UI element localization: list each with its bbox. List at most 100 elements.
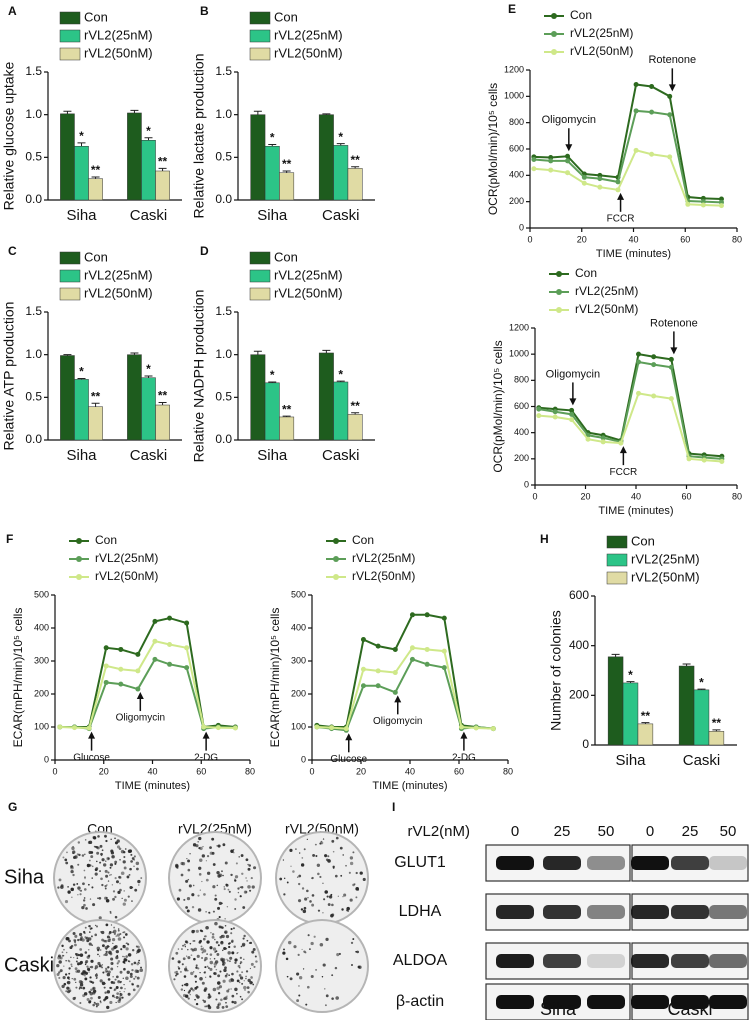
colony xyxy=(88,931,91,933)
colony xyxy=(253,866,257,870)
colony xyxy=(128,980,131,983)
error-bar xyxy=(158,167,167,171)
colony xyxy=(289,848,293,853)
colony xyxy=(218,985,223,989)
significance: * xyxy=(270,368,275,382)
error-bar xyxy=(77,378,86,380)
bar xyxy=(155,404,170,441)
culture-plate xyxy=(168,831,262,925)
data-point xyxy=(424,646,430,652)
bar xyxy=(333,145,349,201)
legend-label: Con xyxy=(352,533,374,547)
colony xyxy=(192,940,195,942)
colony xyxy=(213,965,216,968)
arrow-head xyxy=(569,398,577,406)
bar xyxy=(318,352,334,441)
legend-label: rVL2(50nM) xyxy=(84,45,153,60)
colony xyxy=(199,971,201,974)
panel-label: E xyxy=(508,2,516,16)
legend-label: Con xyxy=(274,9,298,24)
colony xyxy=(303,906,307,910)
colony xyxy=(90,855,94,859)
colony xyxy=(313,935,316,938)
colony xyxy=(112,975,114,978)
colony xyxy=(100,852,103,856)
colony xyxy=(283,893,286,896)
colony xyxy=(251,950,255,954)
colony xyxy=(121,897,123,899)
colony xyxy=(279,877,283,881)
colony xyxy=(57,954,61,958)
colony xyxy=(234,898,237,901)
y-tick-label: 1.0 xyxy=(25,107,42,121)
colony xyxy=(199,889,201,891)
legend-swatch xyxy=(249,251,271,265)
data-point xyxy=(636,351,642,357)
colony xyxy=(66,986,70,990)
colony xyxy=(116,933,120,937)
colony xyxy=(106,856,110,861)
colony xyxy=(187,991,191,994)
band xyxy=(709,856,747,870)
colony xyxy=(232,927,235,930)
data-point xyxy=(700,202,706,208)
y-tick-label: 1.0 xyxy=(25,347,42,361)
colony xyxy=(217,844,221,848)
colony xyxy=(175,951,179,955)
data-point xyxy=(600,435,606,441)
colony xyxy=(83,970,87,973)
colony xyxy=(197,908,202,912)
colony xyxy=(209,953,213,956)
colony xyxy=(97,961,101,966)
colony xyxy=(115,996,119,999)
colony xyxy=(237,887,240,890)
colony xyxy=(105,967,108,970)
colony xyxy=(114,915,118,919)
colony xyxy=(133,865,135,868)
colony xyxy=(335,836,339,840)
colony xyxy=(182,944,185,947)
arrow-head xyxy=(668,84,676,92)
colony xyxy=(127,849,132,854)
colony xyxy=(107,938,111,943)
colony xyxy=(183,983,186,986)
colony xyxy=(303,848,306,851)
colony xyxy=(101,966,103,969)
colony xyxy=(88,1000,92,1004)
colony xyxy=(69,987,71,989)
colony xyxy=(95,977,98,979)
bar xyxy=(127,112,142,201)
colony xyxy=(110,986,113,990)
colony xyxy=(117,928,120,930)
colony xyxy=(72,996,76,1001)
colony xyxy=(82,899,86,902)
colony xyxy=(106,972,111,977)
colony xyxy=(128,873,131,876)
legend-label: Con xyxy=(84,9,108,24)
colony xyxy=(123,898,127,902)
colony xyxy=(99,979,103,983)
colony xyxy=(127,992,131,996)
colony xyxy=(86,863,91,868)
data-point xyxy=(718,203,724,209)
y-tick-label: 0.5 xyxy=(25,390,42,404)
colony xyxy=(131,948,135,952)
data-point xyxy=(232,725,238,731)
legend-label: rVL2(25nM) xyxy=(84,267,153,282)
arrow-head xyxy=(619,446,627,454)
colony xyxy=(127,953,132,957)
colony xyxy=(243,958,245,960)
colony xyxy=(209,975,211,977)
colony xyxy=(78,988,81,990)
colony xyxy=(324,890,328,894)
bar xyxy=(622,682,639,746)
colony xyxy=(198,836,202,841)
colony xyxy=(186,897,191,901)
x-tick-label: 20 xyxy=(99,766,109,776)
y-axis-label: OCR(pMol/min)/10⁵ cells xyxy=(491,340,505,472)
data-point xyxy=(651,362,657,368)
colony xyxy=(213,962,218,966)
colony xyxy=(92,903,96,907)
colony xyxy=(216,1005,220,1010)
legend-label: rVL2(25nM) xyxy=(84,27,153,42)
